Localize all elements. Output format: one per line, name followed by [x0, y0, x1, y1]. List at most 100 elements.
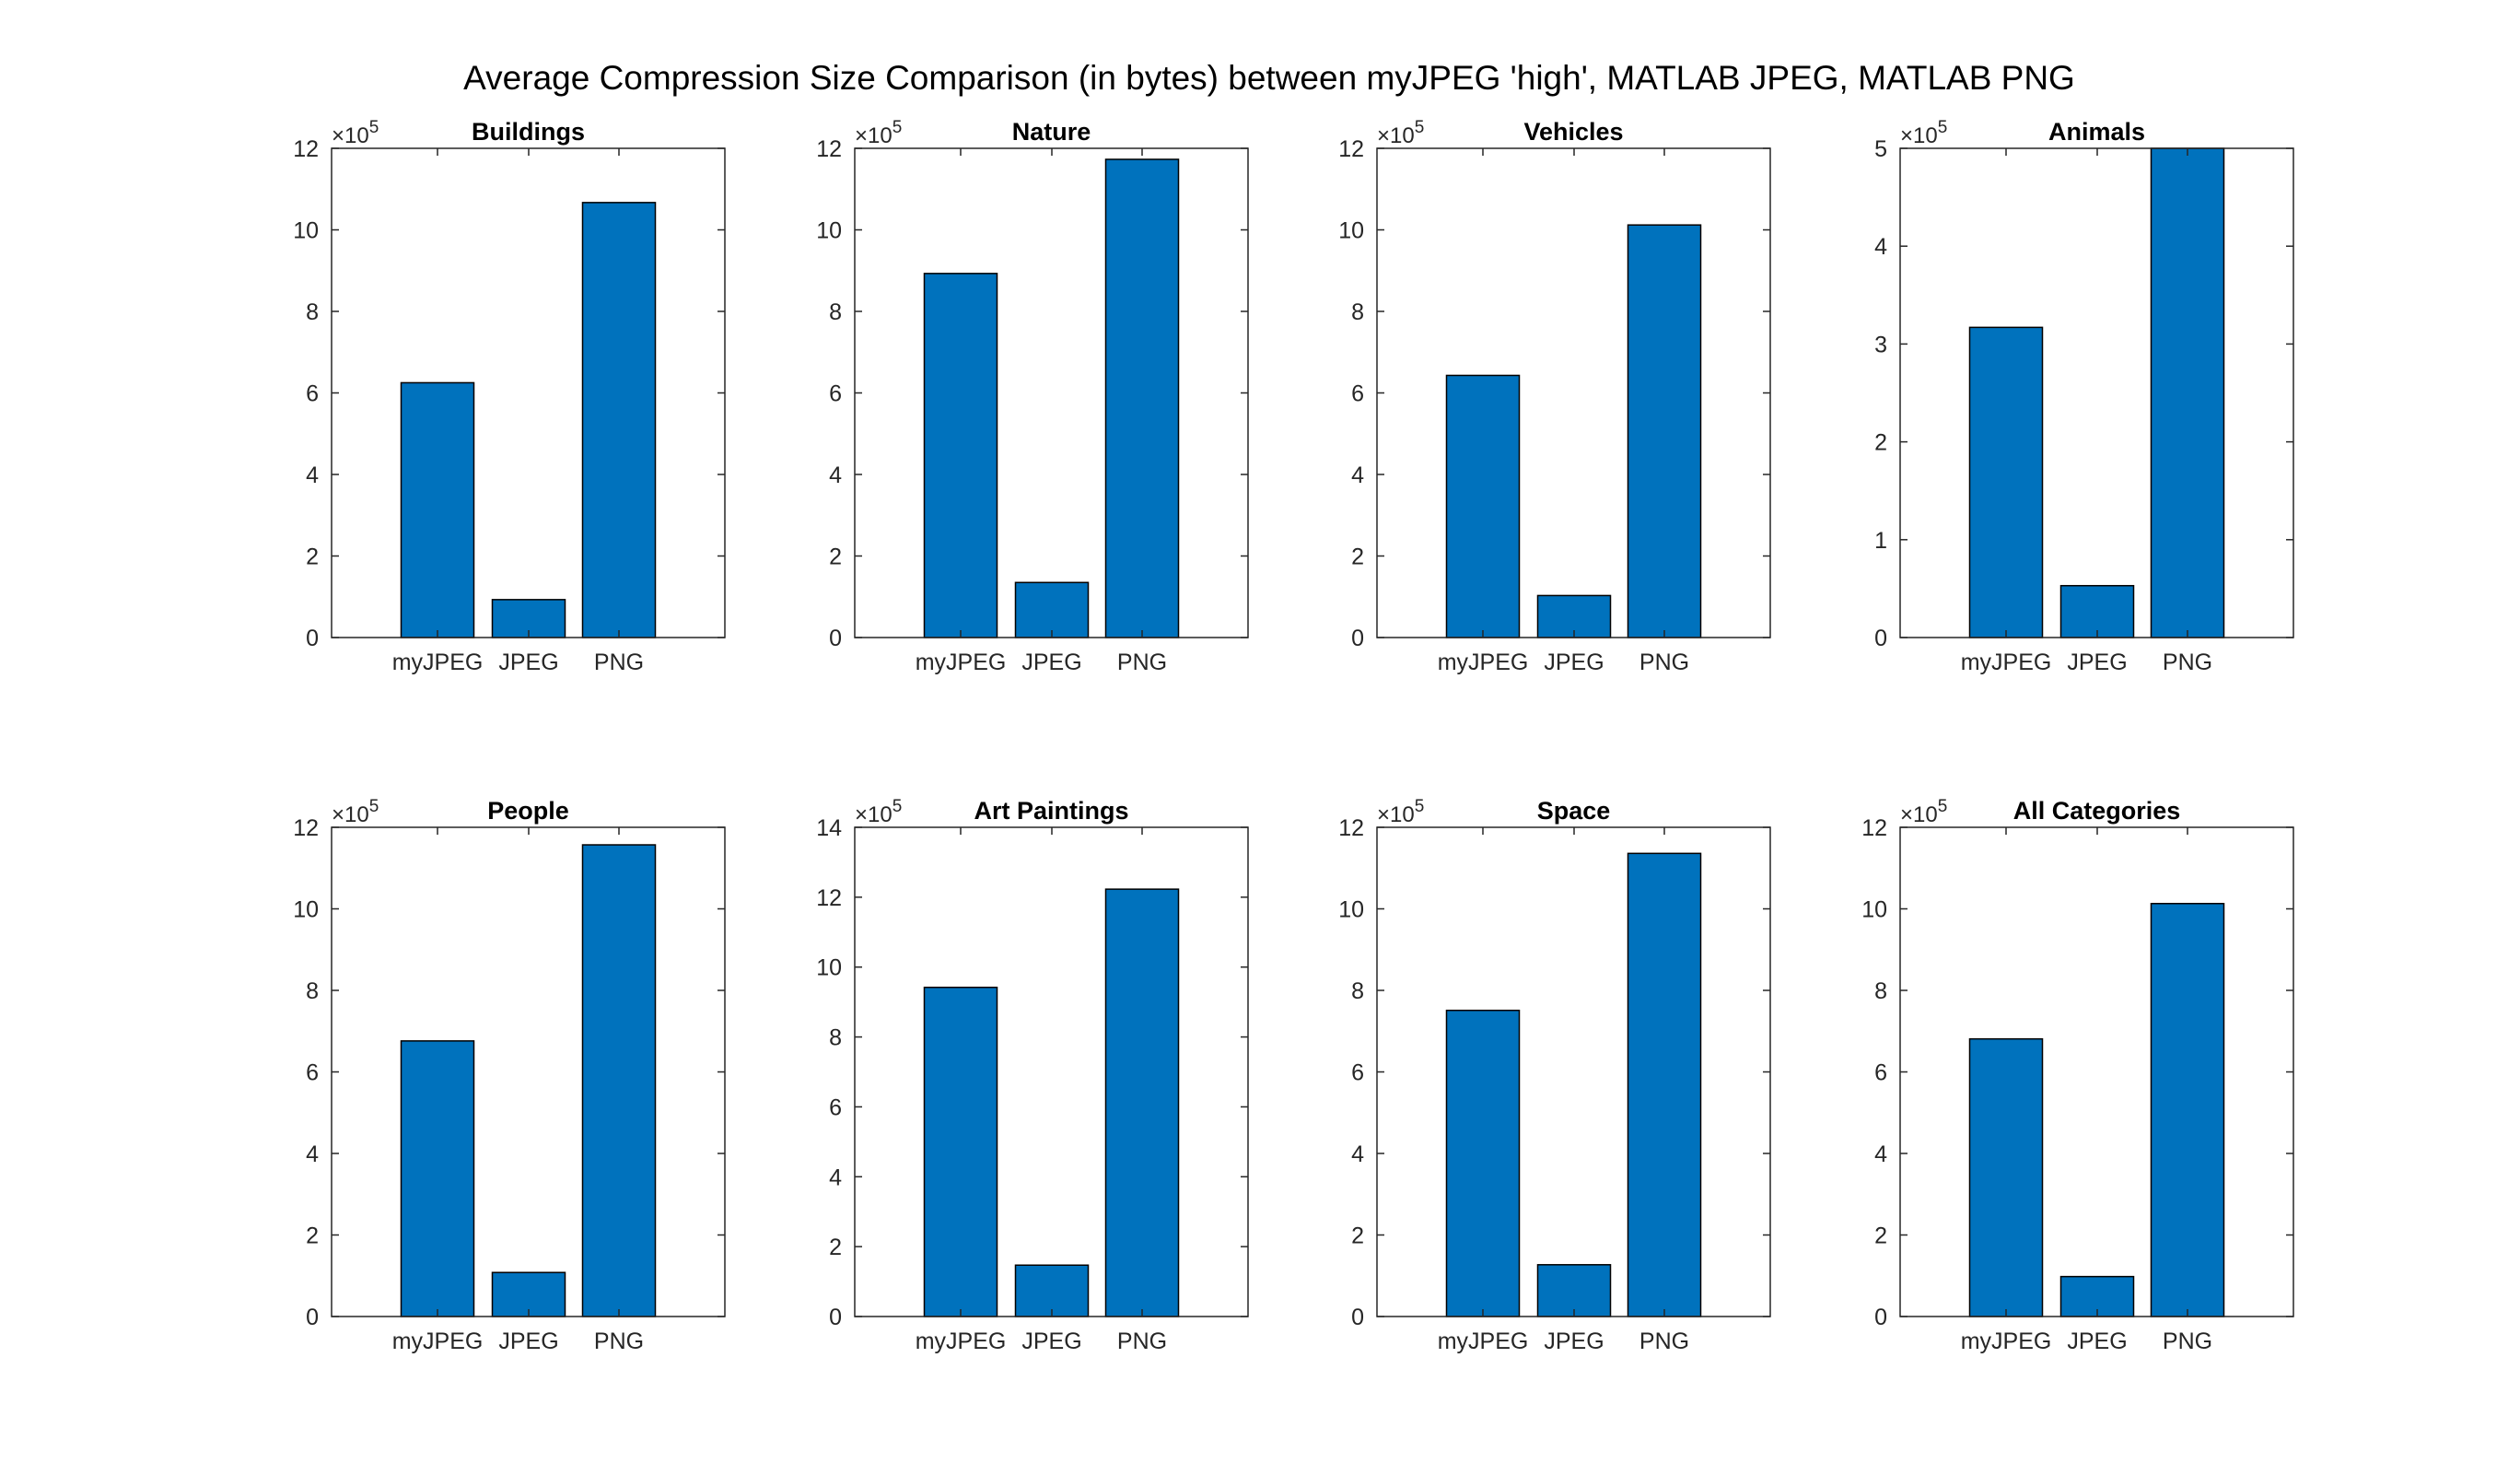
subplot-title: All Categories	[2013, 797, 2181, 825]
y-tick-label: 6	[829, 381, 842, 407]
x-tick-label: JPEG	[2067, 650, 2127, 675]
y-tick-label: 10	[816, 218, 842, 244]
x-tick-label: PNG	[1639, 1328, 1689, 1354]
exponent-power: 5	[1938, 797, 1948, 816]
axes-box	[1899, 147, 2294, 638]
y-tick-label: 2	[829, 544, 842, 570]
subplot-title: Animals	[2048, 118, 2145, 146]
y-tick-label: 10	[1338, 218, 1364, 244]
bar	[1445, 374, 1521, 638]
subplot: 0 2 4 6 8 10 12 myJPEG JPEG PNG People ×105	[293, 797, 726, 1354]
y-exponent-label: ×105	[1900, 118, 1947, 148]
y-tick-label: 12	[1861, 815, 1887, 841]
y-tick-label: 4	[1351, 1141, 1364, 1167]
x-tick-label: JPEG	[2067, 1328, 2127, 1354]
y-tick-label: 8	[1351, 299, 1364, 325]
y-tick-label: 4	[829, 462, 842, 488]
exponent-base: ×10	[1377, 802, 1415, 827]
exponent-power: 5	[1415, 118, 1425, 137]
y-tick-label: 2	[1874, 1223, 1887, 1249]
subplot: 0 2 4 6 8 10 12 14 myJPEG JPEG PNG Art Paintings ×10…	[816, 797, 1249, 1354]
x-tick-label: PNG	[2163, 650, 2212, 675]
x-tick-label: PNG	[1639, 650, 1689, 675]
y-tick-label: 4	[1351, 462, 1364, 488]
y-tick-label: 10	[816, 955, 842, 981]
subplot: 0 2 4 6 8 10 12 myJPEG JPEG PNG All Categories ×105	[1861, 797, 2294, 1354]
exponent-base: ×10	[332, 123, 369, 148]
x-tick-label: JPEG	[498, 1328, 558, 1354]
y-tick-label: 6	[1351, 1060, 1364, 1086]
subplot: 0 2 4 6 8 10 12 myJPEG JPEG PNG Space ×105	[1338, 797, 1771, 1354]
y-exponent-label: ×105	[332, 797, 379, 827]
y-tick-label: 6	[306, 381, 319, 407]
exponent-power: 5	[892, 797, 903, 816]
exponent-base: ×10	[855, 802, 892, 827]
y-tick-label: 8	[306, 299, 319, 325]
y-tick-label: 4	[306, 1141, 319, 1167]
subplot: 0 2 4 6 8 10 12 myJPEG JPEG PNG Buildings ×105	[293, 118, 726, 675]
y-tick-label: 12	[293, 136, 319, 162]
y-tick-label: 10	[1338, 897, 1364, 923]
y-exponent-label: ×105	[332, 118, 379, 148]
y-exponent-label: ×105	[855, 797, 902, 827]
y-tick-label: 2	[1351, 544, 1364, 570]
exponent-power: 5	[369, 118, 379, 137]
x-tick-label: myJPEG	[392, 650, 484, 675]
y-tick-label: 4	[1874, 1141, 1887, 1167]
x-tick-label: JPEG	[1544, 1328, 1604, 1354]
y-tick-label: 0	[829, 626, 842, 651]
bar	[2150, 902, 2225, 1317]
y-exponent-label: ×105	[1377, 118, 1424, 148]
exponent-base: ×10	[855, 123, 892, 148]
x-tick-label: JPEG	[1021, 650, 1081, 675]
y-tick-label: 12	[816, 136, 842, 162]
y-tick-label: 12	[1338, 136, 1364, 162]
x-tick-label: myJPEG	[392, 1328, 484, 1354]
exponent-power: 5	[892, 118, 903, 137]
y-tick-label: 8	[1874, 978, 1887, 1004]
axes-box	[1376, 826, 1771, 1317]
bar	[1104, 158, 1180, 638]
axes-box	[331, 147, 726, 638]
y-tick-label: 2	[306, 544, 319, 570]
bar	[400, 1040, 475, 1317]
y-tick-label: 0	[829, 1305, 842, 1330]
bar	[1968, 1037, 2044, 1317]
x-tick-label: PNG	[1117, 650, 1167, 675]
x-tick-label: PNG	[1117, 1328, 1167, 1354]
axes-box	[1899, 826, 2294, 1317]
x-tick-label: myJPEG	[1438, 1328, 1529, 1354]
subplot: 0 2 4 6 8 10 12 myJPEG JPEG PNG Nature ×105	[816, 118, 1249, 675]
y-tick-label: 0	[306, 626, 319, 651]
bar	[2150, 147, 2225, 638]
y-tick-label: 6	[306, 1060, 319, 1086]
x-tick-label: myJPEG	[916, 1328, 1007, 1354]
y-tick-label: 10	[293, 897, 319, 923]
bar	[581, 844, 657, 1317]
y-tick-label: 2	[1351, 1223, 1364, 1249]
y-tick-label: 14	[816, 815, 842, 841]
y-tick-label: 10	[1861, 897, 1887, 923]
y-tick-label: 3	[1874, 332, 1887, 357]
y-tick-label: 4	[306, 462, 319, 488]
y-tick-label: 12	[816, 885, 842, 911]
y-tick-label: 4	[1874, 234, 1887, 260]
subplot-title: Nature	[1012, 118, 1091, 146]
exponent-power: 5	[1938, 118, 1948, 137]
y-tick-label: 2	[306, 1223, 319, 1249]
bar	[581, 202, 657, 638]
x-tick-label: myJPEG	[916, 650, 1007, 675]
exponent-base: ×10	[1900, 123, 1938, 148]
axes-box	[854, 147, 1249, 638]
y-exponent-label: ×105	[1377, 797, 1424, 827]
x-tick-label: JPEG	[1544, 650, 1604, 675]
axes-box	[854, 826, 1249, 1317]
bar	[1627, 224, 1702, 638]
bar	[1104, 888, 1180, 1317]
y-tick-label: 8	[829, 1025, 842, 1051]
x-tick-label: myJPEG	[1438, 650, 1529, 675]
x-tick-label: PNG	[2163, 1328, 2212, 1354]
y-tick-label: 4	[829, 1165, 842, 1190]
